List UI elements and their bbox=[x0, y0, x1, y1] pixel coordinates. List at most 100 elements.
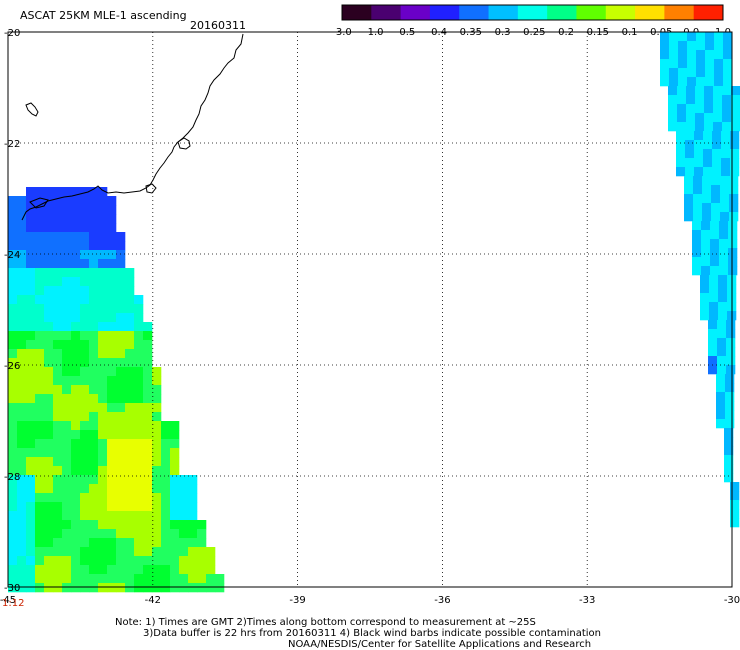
swath-cell bbox=[53, 403, 63, 413]
swath-cell bbox=[143, 529, 153, 539]
swath-cell bbox=[721, 140, 731, 150]
swath-cell bbox=[98, 331, 108, 341]
swath-cell bbox=[8, 484, 18, 494]
swath-cell bbox=[728, 230, 738, 240]
swath-cell bbox=[723, 68, 733, 78]
swath-cell bbox=[693, 203, 703, 213]
swath-cell bbox=[44, 223, 54, 233]
swath-cell bbox=[125, 313, 135, 323]
swath-cell bbox=[116, 367, 126, 377]
swath-cell bbox=[8, 367, 18, 377]
swath-cell bbox=[693, 176, 703, 186]
swath-cell bbox=[71, 196, 81, 206]
swath-cell bbox=[134, 556, 144, 566]
swath-cell bbox=[80, 250, 90, 260]
swath-cell bbox=[711, 212, 721, 222]
swath-cell bbox=[685, 158, 695, 168]
swath-cell bbox=[89, 385, 99, 395]
swath-cell bbox=[125, 502, 135, 512]
swath-cell bbox=[26, 232, 36, 242]
swath-cell bbox=[134, 493, 144, 503]
swath-cell bbox=[44, 394, 54, 404]
swath-cell bbox=[152, 529, 162, 539]
swath-cell bbox=[684, 185, 694, 195]
swath-cell bbox=[44, 493, 54, 503]
swath-cell bbox=[107, 232, 117, 242]
swath-cell bbox=[89, 421, 99, 431]
swath-cell bbox=[98, 448, 108, 458]
swath-cell bbox=[8, 385, 18, 395]
swath-cell bbox=[684, 203, 694, 213]
swath-cell bbox=[696, 32, 706, 42]
swath-cell bbox=[116, 502, 126, 512]
swath-cell bbox=[44, 520, 54, 530]
product-title: ASCAT 25KM MLE-1 ascending bbox=[20, 9, 187, 22]
swath-cell bbox=[107, 565, 117, 575]
swath-cell bbox=[718, 302, 728, 312]
swath-cell bbox=[161, 556, 171, 566]
swath-cell bbox=[170, 466, 180, 476]
swath-cell bbox=[107, 421, 117, 431]
swath-cell bbox=[125, 529, 135, 539]
swath-cell bbox=[17, 493, 27, 503]
swath-cell bbox=[134, 538, 144, 548]
swath-cell bbox=[80, 340, 90, 350]
swath-cell bbox=[62, 583, 72, 593]
swath-cell bbox=[152, 556, 162, 566]
swath-cell bbox=[53, 412, 63, 422]
swath-cell bbox=[170, 430, 180, 440]
swath-cell bbox=[107, 259, 117, 269]
swath-cell bbox=[134, 367, 144, 377]
swath-cell bbox=[669, 68, 679, 78]
swath-cell bbox=[35, 358, 45, 368]
swath-cell bbox=[116, 484, 126, 494]
swath-cell bbox=[44, 358, 54, 368]
swath-cell bbox=[80, 421, 90, 431]
swath-cell bbox=[179, 484, 189, 494]
coastline-island-a bbox=[25, 102, 39, 117]
swath-cell bbox=[170, 529, 180, 539]
swath-cell bbox=[89, 286, 99, 296]
swath-cell bbox=[26, 322, 36, 332]
swath-cell bbox=[116, 556, 126, 566]
swath-cell bbox=[62, 502, 72, 512]
swath-cell bbox=[53, 394, 63, 404]
swath-cell bbox=[44, 457, 54, 467]
swath-cell bbox=[35, 367, 45, 377]
swath-cell bbox=[89, 187, 99, 197]
swath-cell bbox=[116, 475, 126, 485]
swath-cell bbox=[17, 376, 27, 386]
swath-cell bbox=[8, 250, 18, 260]
swath-cell bbox=[80, 457, 90, 467]
swath-cell bbox=[684, 194, 694, 204]
swath-cell bbox=[8, 394, 18, 404]
x-tick-label: -33 bbox=[579, 595, 595, 606]
swath-cell bbox=[107, 331, 117, 341]
swath-cell bbox=[80, 394, 90, 404]
y-tick-label: -22 bbox=[4, 139, 20, 150]
swath-cell bbox=[694, 149, 704, 159]
swath-cell bbox=[8, 304, 18, 314]
data-swath-west bbox=[8, 187, 225, 593]
swath-cell bbox=[677, 95, 687, 105]
swath-cell bbox=[143, 331, 153, 341]
swath-cell bbox=[125, 277, 135, 287]
swath-cell bbox=[116, 439, 126, 449]
swath-cell bbox=[62, 448, 72, 458]
swath-cell bbox=[143, 538, 153, 548]
swath-cell bbox=[98, 250, 108, 260]
swath-cell bbox=[143, 358, 153, 368]
swath-cell bbox=[44, 286, 54, 296]
swath-cell bbox=[152, 520, 162, 530]
swath-cell bbox=[26, 259, 36, 269]
swath-cell bbox=[89, 376, 99, 386]
swath-cell bbox=[35, 493, 45, 503]
swath-cell bbox=[125, 295, 135, 305]
swath-cell bbox=[152, 385, 162, 395]
swath-cell bbox=[724, 437, 734, 447]
swath-cell bbox=[197, 538, 207, 548]
swath-cell bbox=[721, 158, 731, 168]
swath-cell bbox=[712, 131, 722, 141]
swath-cell bbox=[17, 457, 27, 467]
swath-cell bbox=[170, 475, 180, 485]
